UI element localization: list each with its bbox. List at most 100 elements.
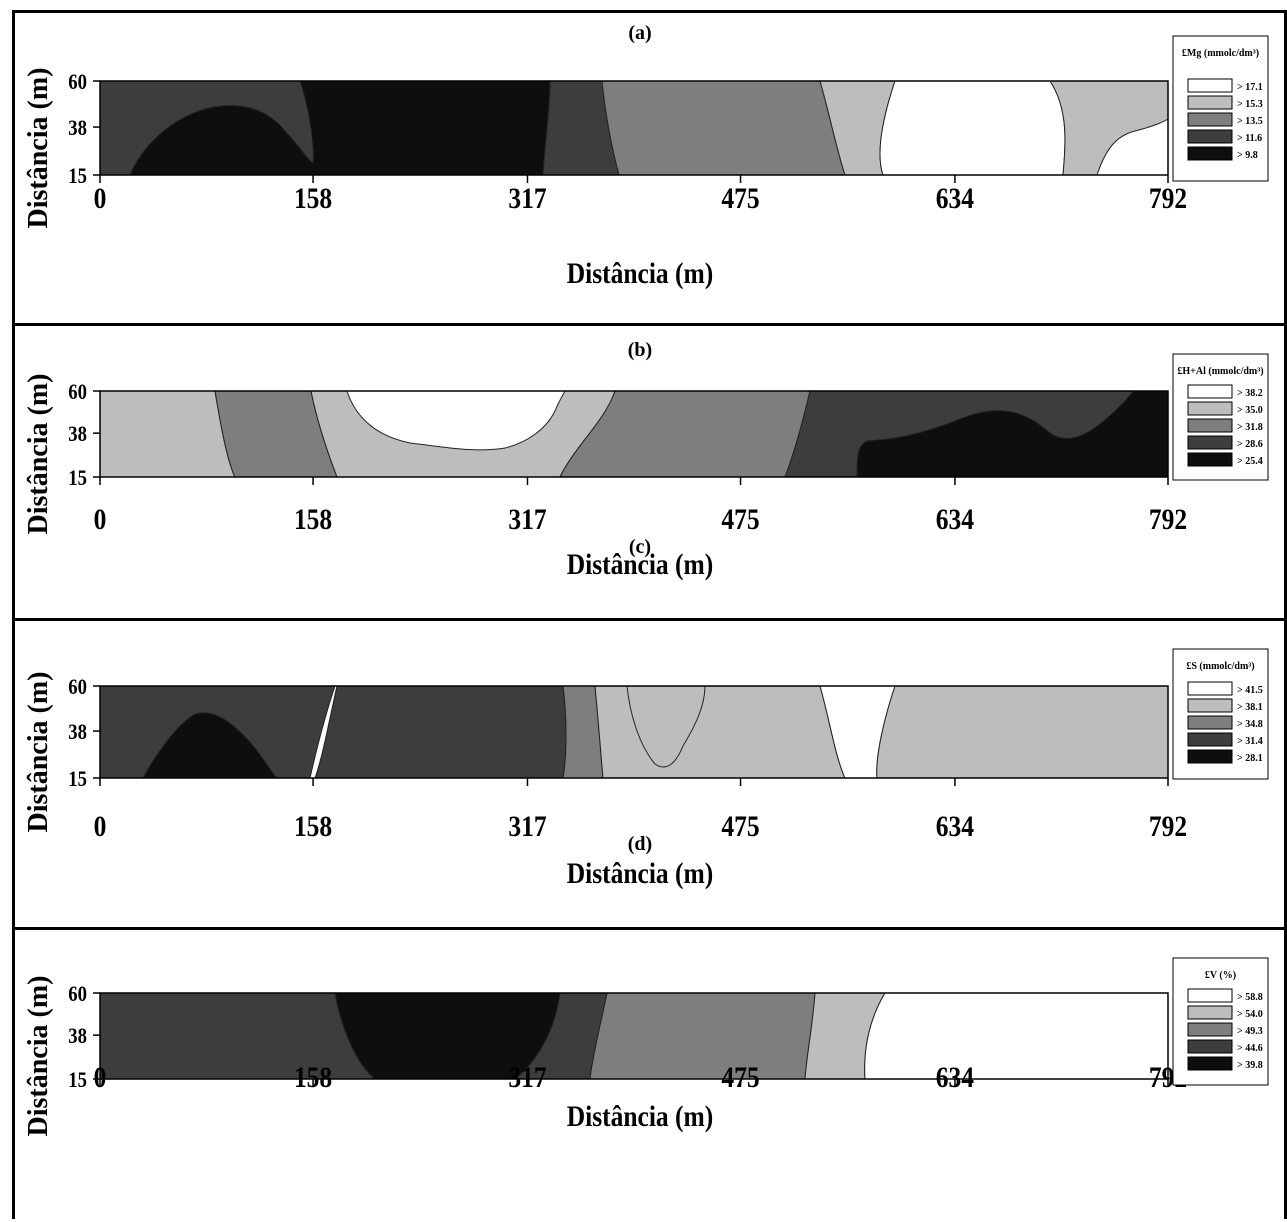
x-tick-label: 0 [94, 1061, 107, 1094]
legend-swatch [1187, 129, 1233, 144]
y-tick-label: 38 [68, 721, 87, 745]
plot-border [99, 80, 1169, 176]
x-tick-label: 0 [94, 182, 107, 215]
legend-label: > 31.8 [1237, 422, 1263, 433]
legend: £Mg (mmolc/dm³) > 17.1 > 15.3 > 13.5 > 11.6 >… [1172, 35, 1269, 182]
y-tick-label: 15 [68, 165, 87, 189]
legend-title: £H+Al (mmolc/dm³) [1177, 366, 1263, 377]
legend-swatch [1187, 384, 1233, 399]
contour-zone [626, 685, 706, 768]
contour-zone [864, 992, 1169, 1080]
legend-title: £Mg (mmolc/dm³) [1182, 48, 1259, 59]
heatmap-chart: 60 38 15 0 158 317 475 634 792 Distância (m) Distâ… [23, 22, 1269, 291]
y-tick-label: 60 [68, 983, 87, 1007]
legend-label: > 9.8 [1237, 150, 1258, 161]
legend: £H+Al (mmolc/dm³) > 38.2 > 35.0 > 31.8 > 28.… [1172, 353, 1269, 481]
legend-swatch [1187, 749, 1233, 764]
legend-swatch [1187, 401, 1233, 416]
plot-area: 60 38 15 [68, 983, 1169, 1093]
x-tick-label: 634 [936, 182, 974, 215]
y-tick-label: 38 [68, 117, 87, 141]
x-tick-label: 475 [721, 810, 759, 843]
legend-label: > 38.2 [1237, 388, 1263, 399]
contour-zone [601, 80, 846, 176]
legend-label: > 25.4 [1237, 456, 1263, 467]
plot-border [99, 992, 1169, 1080]
x-tick-label: 317 [508, 182, 546, 215]
legend-swatch [1187, 435, 1233, 450]
x-tick-label: 158 [294, 503, 332, 536]
legend-label: > 58.8 [1237, 992, 1263, 1003]
legend-swatch [1187, 146, 1233, 161]
y-tick-label: 15 [68, 768, 87, 792]
legend-label: > 38.1 [1237, 702, 1263, 713]
panel-a: 60 38 15 0 158 317 475 634 792 Distância (m) Distâ… [12, 10, 1287, 326]
y-tick-label: 15 [68, 467, 87, 491]
plot-area: 60 38 15 [68, 381, 1169, 491]
legend-swatch [1187, 112, 1233, 127]
legend-label: > 44.6 [1237, 1043, 1263, 1054]
contour-zone [99, 992, 377, 1080]
legend-swatch [1187, 1039, 1233, 1054]
x-tick-label: 792 [1149, 810, 1187, 843]
x-tick-label: 792 [1149, 503, 1187, 536]
legend-label: > 54.0 [1237, 1009, 1263, 1020]
legend-swatch [1187, 988, 1233, 1003]
contour-zone [142, 712, 279, 779]
legend-label: > 34.8 [1237, 719, 1263, 730]
legend-swatch [1187, 1022, 1233, 1037]
x-tick-label: 792 [1149, 182, 1187, 215]
legend-title: £V (%) [1205, 970, 1236, 981]
legend-swatch [1187, 715, 1233, 730]
legend: £S (mmolc/dm³) > 41.5 > 38.1 > 34.8 > 31.4 > … [1172, 648, 1269, 780]
legend-label: > 28.1 [1237, 753, 1263, 764]
legend-swatch [1187, 732, 1233, 747]
contour-zone [856, 390, 1169, 478]
legend-label: > 15.3 [1237, 99, 1263, 110]
y-axis-label: Distância (m) [23, 374, 54, 535]
legend-swatch [1187, 418, 1233, 433]
x-tick-label: 158 [294, 182, 332, 215]
x-tick-label: 475 [721, 1061, 759, 1094]
panel-d: 60 38 15 0 158 317 475 634 792 Distância (m) Distâ… [12, 927, 1287, 1219]
contour-zone [99, 390, 236, 478]
panel-label: (a) [628, 22, 651, 44]
x-axis-label: Distância (m) [567, 857, 714, 890]
legend-swatch [1187, 78, 1233, 93]
legend-label: > 31.4 [1237, 736, 1263, 747]
x-axis-label: Distância (m) [567, 257, 714, 290]
y-tick-label: 60 [68, 676, 87, 700]
legend-swatch [1187, 95, 1233, 110]
panel-label: (c) [629, 536, 651, 558]
y-tick-label: 38 [68, 1025, 87, 1049]
x-axis-label: Distância (m) [567, 1100, 714, 1133]
panel-label: (d) [628, 833, 652, 855]
panel-label: (b) [628, 339, 652, 361]
legend-swatch [1187, 452, 1233, 467]
legend-title: £S (mmolc/dm³) [1186, 661, 1254, 672]
legend-label: > 49.3 [1237, 1026, 1263, 1037]
y-tick-label: 38 [68, 423, 87, 447]
y-axis-label: Distância (m) [23, 672, 54, 833]
x-axis-label: Distância (m) [567, 548, 714, 581]
contour-zone [314, 685, 567, 779]
legend-swatch [1187, 681, 1233, 696]
legend-swatch [1187, 698, 1233, 713]
x-tick-label: 634 [936, 810, 974, 843]
legend-label: > 35.0 [1237, 405, 1263, 416]
y-axis-label: Distância (m) [23, 68, 54, 229]
plot-border [99, 685, 1169, 779]
y-axis-label: Distância (m) [23, 976, 54, 1137]
legend-swatch [1187, 1005, 1233, 1020]
legend-swatch [1187, 1056, 1233, 1071]
x-tick-label: 0 [94, 503, 107, 536]
legend-label: > 28.6 [1237, 439, 1263, 450]
legend: £V (%)> 58.8 > 54.0 > 49.3 > 44.6 > 39.8 [1172, 957, 1269, 1086]
y-tick-label: 15 [68, 1069, 87, 1093]
x-tick-label: 475 [721, 503, 759, 536]
plot-area: 60 38 15 [68, 71, 1169, 189]
contour-zone [879, 80, 1066, 176]
x-tick-label: 158 [294, 1061, 332, 1094]
heatmap-chart: 60 38 15 0 158 317 475 634 792 Distância (m) Distâ… [23, 339, 1269, 582]
y-tick-label: 60 [68, 381, 87, 405]
